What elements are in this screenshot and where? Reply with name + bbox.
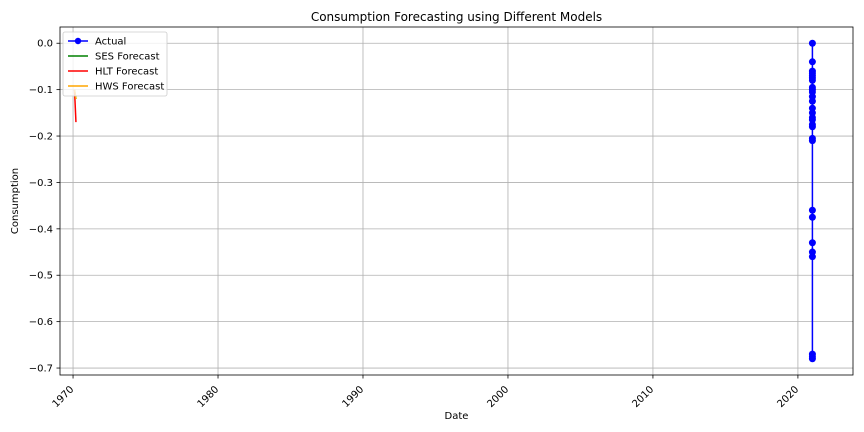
y-axis-label: Consumption	[10, 168, 21, 234]
legend-box	[62, 31, 168, 97]
y-tick-label: −0.7	[29, 364, 53, 375]
y-tick-label: −0.2	[29, 132, 53, 143]
legend-label: SES Forecast	[95, 52, 160, 63]
grid	[60, 27, 853, 375]
data-point	[808, 123, 816, 131]
legend-marker	[74, 37, 82, 45]
data-point	[808, 206, 816, 214]
series-layer	[73, 39, 816, 363]
y-tick-label: 0.0	[37, 39, 53, 50]
legend-item: SES Forecast	[68, 52, 160, 63]
data-point	[808, 253, 816, 261]
x-axis-label: Date	[445, 411, 469, 422]
legend-item: Actual	[68, 37, 126, 48]
y-tick-label: −0.5	[29, 271, 53, 282]
series-actual	[808, 39, 816, 363]
data-point	[808, 39, 816, 47]
y-tick-label: −0.6	[29, 317, 53, 328]
chart-title: Consumption Forecasting using Different …	[311, 10, 602, 24]
y-tick-label: −0.3	[29, 178, 53, 189]
data-point	[808, 137, 816, 145]
data-point	[808, 350, 816, 358]
y-tick-label: −0.1	[29, 85, 53, 96]
legend-label: HWS Forecast	[95, 82, 164, 93]
legend-label: HLT Forecast	[95, 67, 158, 78]
legend: Actual SES Forecast HLT Forecast HWS Foreca…	[62, 31, 168, 97]
plot-frame	[59, 26, 854, 376]
data-point	[808, 239, 816, 247]
data-point	[808, 97, 816, 105]
y-axis: 0.0 −0.1 −0.2 −0.3 −0.4 −0.5 −0.6 −0.7	[29, 39, 60, 375]
data-point	[808, 213, 816, 221]
legend-label: Actual	[95, 37, 126, 48]
legend-item: HLT Forecast	[68, 67, 158, 78]
data-point	[808, 58, 816, 66]
y-tick-label: −0.4	[29, 224, 53, 235]
data-point	[808, 76, 816, 84]
legend-item: HWS Forecast	[68, 82, 164, 93]
